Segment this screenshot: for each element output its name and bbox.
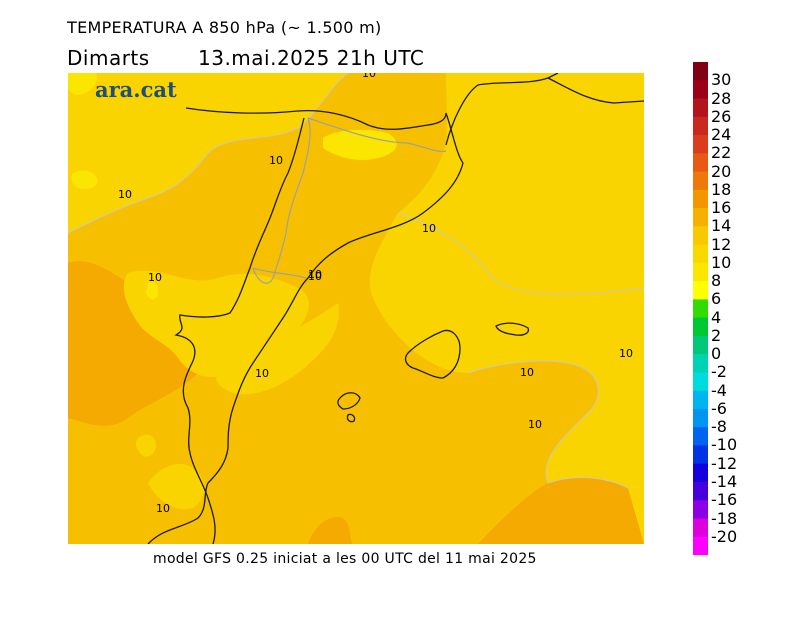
border-line <box>174 117 305 544</box>
colorbar-band <box>693 427 708 446</box>
colorbar-band <box>693 445 708 465</box>
light-yellow-patch-bay <box>146 281 159 300</box>
colorbar-band <box>693 135 708 154</box>
chart-title: TEMPERATURA A 850 hPa (~ 1.500 m) <box>67 18 382 37</box>
yellow-region-sw-patch <box>135 434 156 457</box>
colorbar-tick-label: -10 <box>711 435 738 455</box>
coastline <box>445 73 644 146</box>
colorbar-band <box>693 281 708 300</box>
border-line <box>252 117 447 284</box>
colorbar-band <box>693 208 708 227</box>
contour-label: 10 <box>156 502 170 515</box>
contour-label: 10 <box>308 270 322 283</box>
colorbar-tick-label: 10 <box>711 252 732 272</box>
colorbar-tick-label: -2 <box>711 362 727 382</box>
colorbar-band <box>693 62 708 81</box>
colorbar-band <box>693 317 708 337</box>
menorca-island <box>495 322 530 336</box>
light-yellow-patch-northwest <box>68 73 97 95</box>
colorbar-band <box>693 335 708 355</box>
coastline <box>185 107 464 164</box>
temperature-map: 10 10 10 10 10 10 10 10 10 10 10 10 <box>68 73 644 544</box>
colorbar-tick-label: 26 <box>711 106 732 126</box>
colorbar-tick-label: -6 <box>711 398 727 418</box>
colorbar-tick-label: -12 <box>711 453 738 473</box>
colorbar-band <box>693 481 708 501</box>
contour-label: 10 <box>118 188 132 201</box>
colorbar-band <box>693 463 708 483</box>
model-info-footer: model GFS 0.25 iniciat a les 00 UTC del … <box>153 551 537 567</box>
contour-label: 10 <box>269 154 283 167</box>
contour-label: 10 <box>422 222 436 235</box>
colorbar-tick-label: -16 <box>711 490 738 510</box>
colorbar-band <box>693 262 708 282</box>
colorbar-tick-label: -20 <box>711 526 738 546</box>
colorbar-band <box>693 244 708 264</box>
ibiza-island <box>337 392 361 423</box>
colorbar-tick-label: 20 <box>711 161 732 181</box>
contour-label: 10 <box>362 73 376 80</box>
warm-region-southeast <box>478 477 644 544</box>
colorbar-band <box>693 226 708 246</box>
colorbar-band <box>693 171 708 191</box>
colorbar-tick-label: 24 <box>711 125 732 144</box>
warm-region-west <box>68 261 236 426</box>
colorbar-tick-label: 2 <box>711 325 722 345</box>
contour-label: 10 <box>520 366 534 379</box>
temperature-contour <box>397 212 644 295</box>
colorbar-tick-label: 16 <box>711 198 732 218</box>
colorbar-band <box>693 390 708 410</box>
colorbar-tick-label: 22 <box>711 143 732 163</box>
colorbar-tick-label: -8 <box>711 417 727 437</box>
colorbar-band <box>693 98 708 118</box>
temperature-contour <box>467 360 629 489</box>
contour-label: 10 <box>528 418 542 431</box>
yellow-region-south-patch <box>148 463 205 510</box>
colorbar-tick-label: -14 <box>711 472 738 491</box>
colorbar-tick-label: 18 <box>711 179 732 199</box>
coastline <box>147 162 464 544</box>
colorbar-tick-label: -18 <box>711 508 738 528</box>
colorbar-band <box>693 299 708 319</box>
contour-label: 10 <box>148 271 162 284</box>
colorbar-band <box>693 372 708 392</box>
colorbar-band <box>693 518 708 538</box>
yellow-region-northeast <box>398 73 644 295</box>
contour-label: 10 <box>308 268 322 281</box>
colorbar-band <box>693 116 708 136</box>
colorbar-band <box>693 408 708 428</box>
light-yellow-patch-west <box>71 170 98 189</box>
colorbar-band <box>693 153 708 173</box>
colorbar-band <box>693 189 708 209</box>
colorbar-tick-label: 8 <box>711 271 722 291</box>
contour-label: 10 <box>255 367 269 380</box>
forecast-day: Dimarts <box>67 46 150 70</box>
colorbar-band <box>693 80 708 100</box>
warm-region-south <box>308 517 353 544</box>
colorbar-band <box>693 536 708 555</box>
yellow-region-ebro <box>216 303 339 395</box>
forecast-datetime: 13.mai.2025 21h UTC <box>198 46 425 70</box>
colorbar-tick-label: 6 <box>711 289 722 309</box>
temperature-colorbar <box>693 62 708 555</box>
contour-label: 10 <box>619 347 633 360</box>
colorbar-band <box>693 500 708 519</box>
colorbar-tick-label: -4 <box>711 380 727 400</box>
colorbar-tick-label: 28 <box>711 88 732 108</box>
colorbar-tick-label: 14 <box>711 216 732 236</box>
colorbar-band <box>693 354 708 373</box>
yellow-region-sea <box>369 213 644 544</box>
ara-cat-logo: ara.cat <box>95 77 177 102</box>
colorbar-tick-label: 12 <box>711 234 732 254</box>
colorbar-tick-label: 0 <box>711 344 722 364</box>
majorca-island <box>404 329 461 379</box>
colorbar-tick-label: 30 <box>711 70 732 90</box>
colorbar-tick-label: 4 <box>711 307 722 327</box>
light-yellow-patch-north <box>323 129 397 160</box>
temperature-contour <box>68 73 349 234</box>
